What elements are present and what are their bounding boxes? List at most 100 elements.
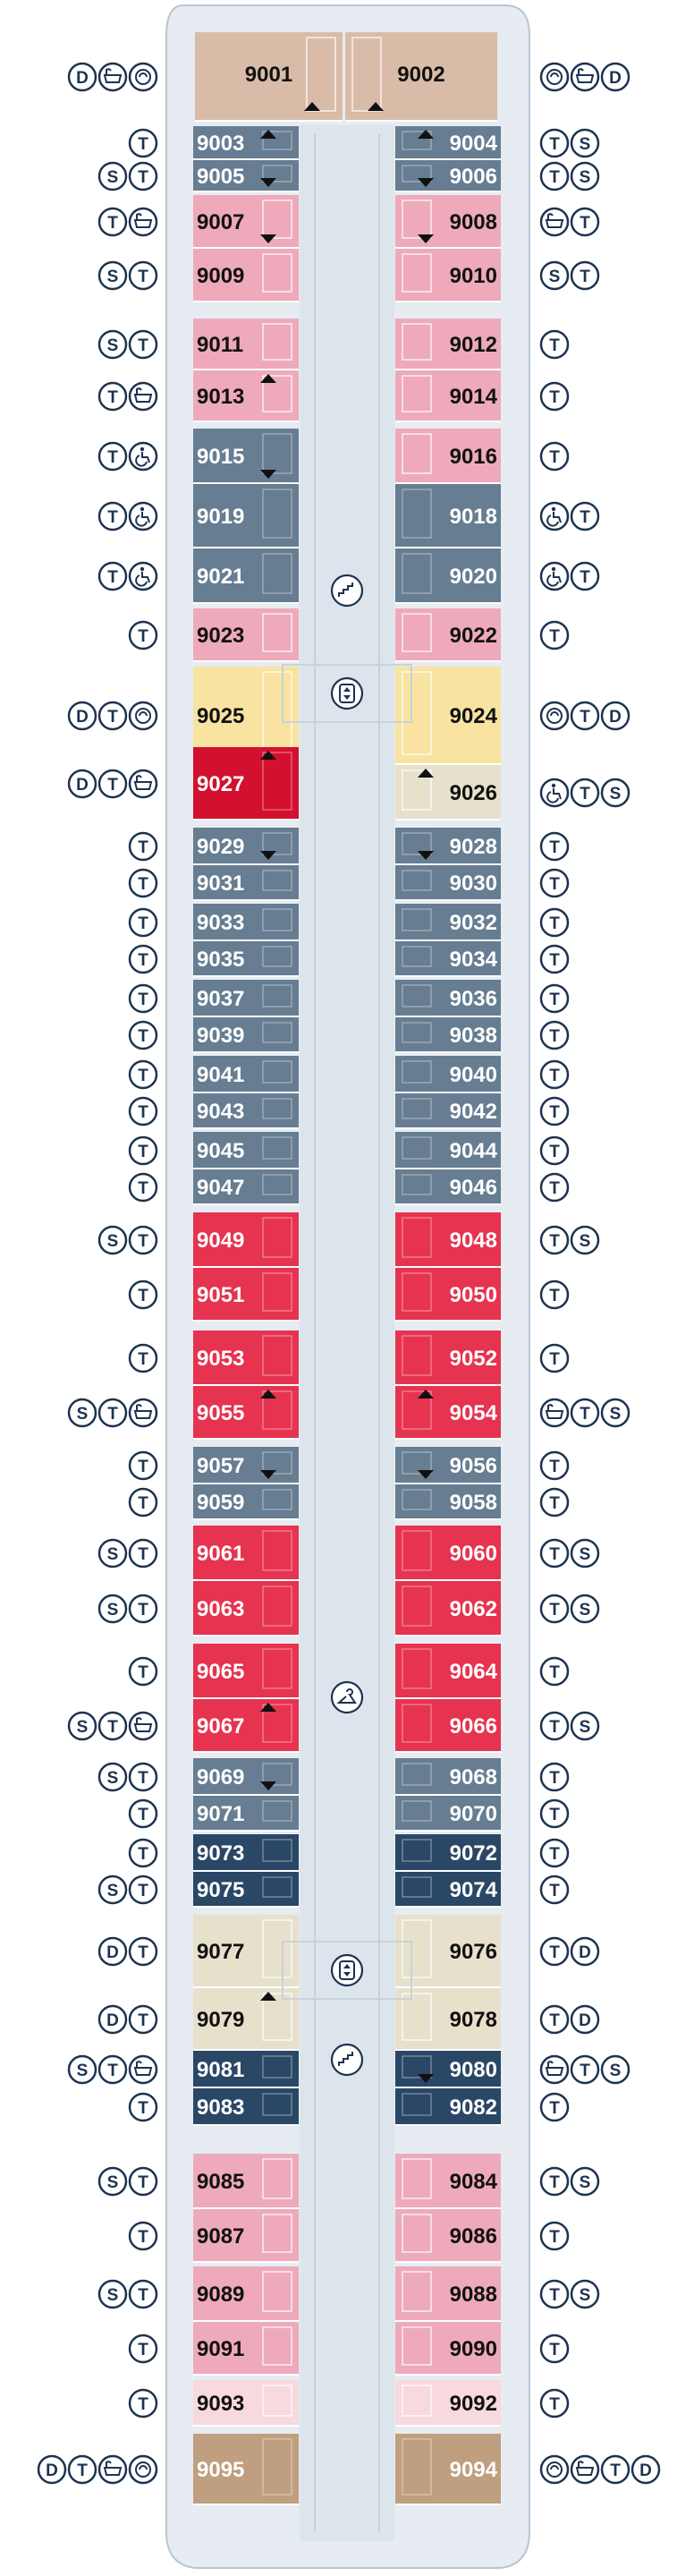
cabin-9094[interactable]: 9094 [395,2434,501,2505]
cabin-9078[interactable]: 9078 [395,1988,501,2051]
cabin-9034[interactable]: 9034 [395,941,501,977]
bathroom-outline [262,131,292,150]
cabin-9092[interactable]: 9092 [395,2380,501,2427]
cabin-9006[interactable]: 9006 [395,160,501,192]
cabin-9049[interactable]: 9049 [193,1212,299,1268]
cabin-9047[interactable]: 9047 [193,1169,299,1205]
cabin-9030[interactable]: 9030 [395,865,501,901]
cabin-9039[interactable]: 9039 [193,1017,299,1053]
cabin-9065[interactable]: 9065 [193,1644,299,1699]
cabin-9070[interactable]: 9070 [395,1796,501,1832]
cabin-9054[interactable]: 9054 [395,1386,501,1440]
cabin-9003[interactable]: 9003 [193,126,299,160]
cabin-9085[interactable]: 9085 [193,2154,299,2209]
cabin-9084[interactable]: 9084 [395,2154,501,2209]
cabin-block [395,1331,501,1384]
cabin-number: 9084 [450,2170,498,2194]
cabin-9021[interactable]: 9021 [193,548,299,604]
cabin-9067[interactable]: 9067 [193,1699,299,1753]
cabin-9014[interactable]: 9014 [395,370,501,422]
cabin-9024[interactable]: 9024 [395,667,501,765]
cabin-9090[interactable]: 9090 [395,2322,501,2376]
cabin-9037[interactable]: 9037 [193,980,299,1017]
cabin-9061[interactable]: 9061 [193,1526,299,1581]
cabin-9063[interactable]: 9063 [193,1581,299,1637]
cabin-9052[interactable]: 9052 [395,1331,501,1386]
cabin-9079[interactable]: 9079 [193,1988,299,2051]
cabin-9019[interactable]: 9019 [193,484,299,548]
cabin-9008[interactable]: 9008 [395,195,501,249]
cabin-9095[interactable]: 9095 [193,2434,299,2505]
cabin-9044[interactable]: 9044 [395,1132,501,1169]
cabin-9007[interactable]: 9007 [193,195,299,249]
cabin-9042[interactable]: 9042 [395,1093,501,1129]
cabin-9032[interactable]: 9032 [395,904,501,941]
cabin-9010[interactable]: 9010 [395,249,501,302]
cabin-9058[interactable]: 9058 [395,1484,501,1520]
cabin-9062[interactable]: 9062 [395,1581,501,1637]
cabin-9048[interactable]: 9048 [395,1212,501,1268]
cabin-block [193,1699,299,1751]
cabin-9091[interactable]: 9091 [193,2322,299,2376]
cabin-9088[interactable]: 9088 [395,2266,501,2322]
twin-bed-icon: T [128,2092,158,2122]
cabin-9093[interactable]: 9093 [193,2380,299,2427]
cabin-9038[interactable]: 9038 [395,1017,501,1053]
cabin-9046[interactable]: 9046 [395,1169,501,1205]
cabin-9001[interactable]: 9001 [195,32,343,122]
cabin-9002[interactable]: 9002 [345,32,497,122]
cabin-9082[interactable]: 9082 [395,2088,501,2126]
cabin-9055[interactable]: 9055 [193,1386,299,1440]
cabin-9086[interactable]: 9086 [395,2209,501,2263]
cabin-9051[interactable]: 9051 [193,1268,299,1322]
cabin-9050[interactable]: 9050 [395,1268,501,1322]
cabin-9053[interactable]: 9053 [193,1331,299,1386]
twin-bed-icon: T [539,1135,570,1166]
cabin-9045[interactable]: 9045 [193,1132,299,1169]
cabin-9089[interactable]: 9089 [193,2266,299,2322]
cabin-9087[interactable]: 9087 [193,2209,299,2263]
cabin-9020[interactable]: 9020 [395,548,501,604]
cabin-9013[interactable]: 9013 [193,370,299,422]
cabin-9029[interactable]: 9029 [193,828,299,865]
cabin-9076[interactable]: 9076 [395,1915,501,1988]
cabin-9064[interactable]: 9064 [395,1644,501,1699]
cabin-9072[interactable]: 9072 [395,1834,501,1872]
cabin-9074[interactable]: 9074 [395,1872,501,1908]
cabin-9041[interactable]: 9041 [193,1056,299,1093]
cabin-9031[interactable]: 9031 [193,865,299,901]
cabin-9043[interactable]: 9043 [193,1093,299,1129]
cabin-9069[interactable]: 9069 [193,1758,299,1796]
cabin-9077[interactable]: 9077 [193,1915,299,1988]
cabin-9018[interactable]: 9018 [395,484,501,548]
cabin-9060[interactable]: 9060 [395,1526,501,1581]
cabin-9033[interactable]: 9033 [193,904,299,941]
cabin-9073[interactable]: 9073 [193,1834,299,1872]
cabin-9059[interactable]: 9059 [193,1484,299,1520]
cabin-9068[interactable]: 9068 [395,1758,501,1796]
cabin-9005[interactable]: 9005 [193,160,299,192]
cabin-9066[interactable]: 9066 [395,1699,501,1753]
cabin-9028[interactable]: 9028 [395,828,501,865]
cabin-9012[interactable]: 9012 [395,319,501,370]
cabin-9023[interactable]: 9023 [193,608,299,662]
cabin-9056[interactable]: 9056 [395,1447,501,1484]
cabin-9009[interactable]: 9009 [193,249,299,302]
cabin-9026[interactable]: 9026 [395,765,501,820]
cabin-9016[interactable]: 9016 [395,429,501,484]
cabin-9011[interactable]: 9011 [193,319,299,370]
cabin-9035[interactable]: 9035 [193,941,299,977]
cabin-9040[interactable]: 9040 [395,1056,501,1093]
cabin-9057[interactable]: 9057 [193,1447,299,1484]
cabin-9083[interactable]: 9083 [193,2088,299,2126]
svg-text:T: T [138,1601,148,1620]
cabin-9022[interactable]: 9022 [395,608,501,662]
cabin-9081[interactable]: 9081 [193,2051,299,2088]
cabin-9004[interactable]: 9004 [395,126,501,160]
cabin-9036[interactable]: 9036 [395,980,501,1017]
cabin-9080[interactable]: 9080 [395,2051,501,2088]
cabin-9015[interactable]: 9015 [193,429,299,484]
cabin-9027[interactable]: 9027 [193,747,299,820]
cabin-9075[interactable]: 9075 [193,1872,299,1908]
cabin-9071[interactable]: 9071 [193,1796,299,1832]
